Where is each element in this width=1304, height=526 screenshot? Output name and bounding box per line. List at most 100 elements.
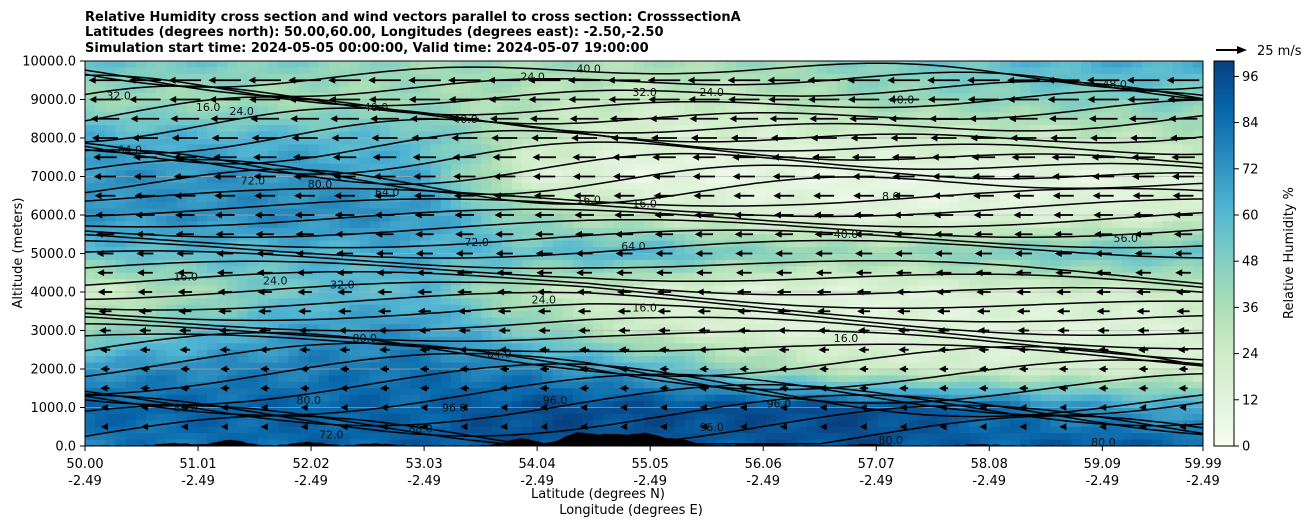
rh-cell xyxy=(217,381,228,389)
rh-cell xyxy=(887,343,899,351)
rh-cell xyxy=(186,304,198,312)
rh-cell xyxy=(633,125,645,133)
rh-cell xyxy=(806,170,818,178)
rh-cell xyxy=(603,195,615,203)
rh-cell xyxy=(491,292,503,300)
rh-cell xyxy=(918,266,930,274)
rh-cell xyxy=(776,131,787,139)
rh-cell xyxy=(745,240,757,248)
rh-cell xyxy=(898,227,909,235)
rh-cell xyxy=(227,272,239,280)
rh-cell xyxy=(796,279,808,287)
rh-cell xyxy=(776,150,787,158)
rh-cell xyxy=(877,253,889,261)
rh-cell xyxy=(257,311,269,319)
rh-cell xyxy=(145,433,157,441)
rh-cell xyxy=(623,381,635,389)
rh-cell xyxy=(400,86,411,94)
rh-cell xyxy=(359,112,371,120)
rh-cell xyxy=(583,413,594,421)
rh-cell xyxy=(145,298,157,306)
rh-cell xyxy=(877,176,889,184)
rh-cell xyxy=(339,67,350,75)
rh-cell xyxy=(379,170,391,178)
rh-cell xyxy=(918,234,930,242)
rh-cell xyxy=(847,253,859,261)
rh-cell xyxy=(481,182,493,190)
rh-cell xyxy=(857,343,869,351)
rh-cell xyxy=(156,324,167,332)
rh-cell xyxy=(684,298,696,306)
rh-cell xyxy=(186,247,198,255)
rh-cell xyxy=(176,285,188,293)
rh-cell xyxy=(674,125,686,133)
rh-cell xyxy=(887,67,899,75)
rh-cell xyxy=(887,112,899,120)
rh-cell xyxy=(593,112,604,120)
rh-cell xyxy=(532,362,543,370)
rh-cell xyxy=(166,298,178,306)
rh-cell xyxy=(704,336,716,344)
rh-cell xyxy=(522,266,533,274)
rh-cell xyxy=(206,349,218,357)
rh-cell xyxy=(908,266,920,274)
rh-cell xyxy=(542,131,554,139)
rh-cell xyxy=(796,112,808,120)
rh-cell xyxy=(339,131,350,139)
rh-cell xyxy=(288,336,300,344)
rh-cell xyxy=(755,221,767,229)
rh-cell xyxy=(826,67,838,75)
rh-cell xyxy=(837,105,848,113)
rh-cell xyxy=(471,413,482,421)
rh-cell xyxy=(898,99,909,107)
rh-cell xyxy=(644,125,655,133)
rh-cell xyxy=(806,439,818,446)
rh-cell xyxy=(359,157,371,165)
rh-cell xyxy=(85,324,96,332)
rh-cell xyxy=(684,125,696,133)
rh-cell xyxy=(857,266,869,274)
rh-cell xyxy=(227,292,239,300)
rh-cell xyxy=(776,118,787,126)
rh-cell xyxy=(481,99,493,107)
rh-cell xyxy=(572,298,584,306)
rh-cell xyxy=(420,170,432,178)
rh-cell xyxy=(877,221,889,229)
rh-cell xyxy=(654,324,665,332)
rh-cell xyxy=(450,356,462,364)
rh-cell xyxy=(857,401,869,409)
rh-cell xyxy=(206,125,218,133)
rh-cell xyxy=(786,317,798,325)
rh-cell xyxy=(95,150,106,158)
rh-cell xyxy=(776,73,787,81)
rh-cell xyxy=(267,208,279,216)
rh-cell xyxy=(308,157,320,165)
rh-cell xyxy=(410,362,421,370)
rh-cell xyxy=(115,208,127,216)
rh-cell xyxy=(105,234,117,242)
rh-cell xyxy=(491,227,503,235)
rh-cell xyxy=(247,317,259,325)
rh-cell xyxy=(318,356,330,364)
rh-cell xyxy=(410,407,421,415)
rh-cell xyxy=(196,336,208,344)
rh-cell xyxy=(725,317,737,325)
rh-cell xyxy=(613,240,625,248)
rh-cell xyxy=(85,105,96,113)
rh-cell xyxy=(145,413,157,421)
rh-cell xyxy=(511,259,523,267)
rh-cell xyxy=(145,343,157,351)
rh-cell xyxy=(400,324,411,332)
rh-cell xyxy=(267,144,279,152)
rh-cell xyxy=(918,279,930,287)
rh-cell xyxy=(908,311,920,319)
rh-cell xyxy=(583,311,594,319)
rh-cell xyxy=(430,317,442,325)
rh-cell xyxy=(440,324,452,332)
rh-cell xyxy=(816,182,828,190)
rh-cell xyxy=(298,157,310,165)
rh-cell xyxy=(308,234,320,242)
rh-cell xyxy=(765,157,777,165)
rh-cell xyxy=(196,234,208,242)
rh-cell xyxy=(461,163,472,171)
